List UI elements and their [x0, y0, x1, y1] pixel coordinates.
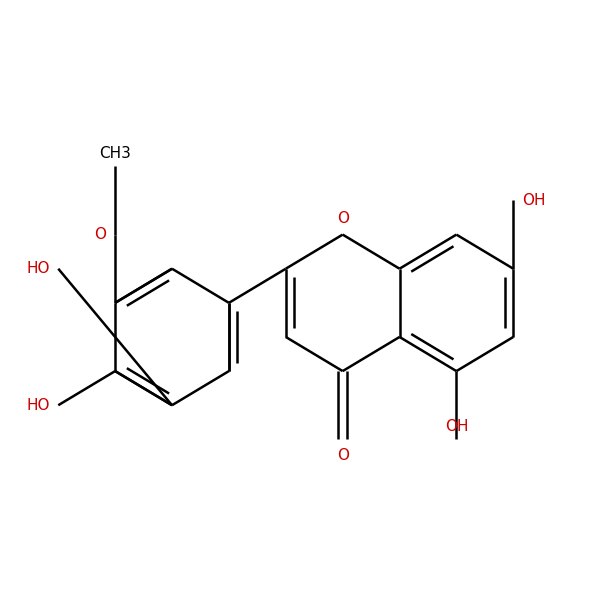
- Text: O: O: [95, 227, 107, 242]
- Text: O: O: [337, 448, 349, 463]
- Text: CH3: CH3: [99, 146, 131, 161]
- Text: HO: HO: [26, 261, 50, 276]
- Text: HO: HO: [26, 398, 50, 413]
- Text: OH: OH: [445, 419, 468, 434]
- Text: OH: OH: [522, 193, 545, 208]
- Text: O: O: [337, 211, 349, 226]
